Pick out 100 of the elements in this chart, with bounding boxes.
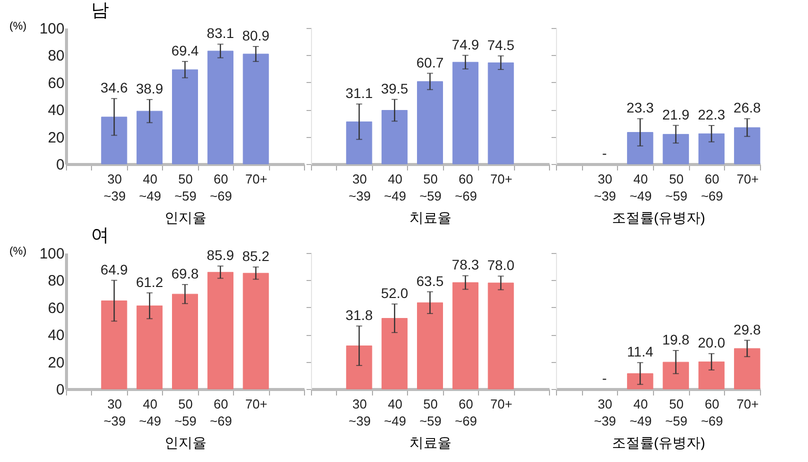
y-tick-label: 60 <box>48 300 64 317</box>
bar <box>101 300 128 390</box>
y-tick-label: 100 <box>39 20 64 38</box>
x-tick-label: 50 ~59 <box>665 396 688 428</box>
bar <box>136 110 163 164</box>
x-tick-label: 70+ <box>490 172 512 186</box>
x-tick-label: 60 ~69 <box>210 172 232 204</box>
bar <box>172 69 198 164</box>
x-tick-label: 30 ~39 <box>594 396 616 428</box>
x-axis-title: 치료율 <box>410 434 452 450</box>
bar <box>207 272 234 390</box>
y-tick-label: 40 <box>48 327 64 344</box>
data-label: 78.3 <box>452 256 480 273</box>
y-tick-label: 20 <box>48 354 64 372</box>
bar <box>734 127 760 164</box>
y-tick-label: 0 <box>56 156 64 174</box>
y-tick-label: 60 <box>48 74 64 92</box>
bar <box>136 306 163 390</box>
x-tick-label: 50 ~59 <box>174 396 197 428</box>
data-label: 63.5 <box>416 272 444 289</box>
data-label: 64.9 <box>100 261 128 278</box>
x-tick-label: 30 ~39 <box>104 396 126 428</box>
x-tick-label: 70+ <box>736 396 759 412</box>
x-tick-label: 30 ~39 <box>348 396 371 428</box>
data-label: 85.9 <box>206 247 234 264</box>
data-label: 26.8 <box>734 100 761 116</box>
bar <box>627 373 654 390</box>
bar <box>172 294 198 390</box>
x-tick-label: 40 ~49 <box>384 172 406 204</box>
x-axis-title: 인지율 <box>164 434 206 450</box>
bar <box>207 50 234 164</box>
data-label: 52.0 <box>380 285 408 301</box>
x-tick-label: 40 ~49 <box>630 172 652 204</box>
bar <box>101 116 128 164</box>
x-tick-label: 60 ~69 <box>454 172 477 204</box>
bar <box>627 132 654 164</box>
data-label: 85.2 <box>242 248 270 264</box>
x-tick-label: 30 ~39 <box>348 172 371 204</box>
data-label: 21.9 <box>662 106 690 122</box>
bar <box>346 121 372 164</box>
data-label: 31.1 <box>346 85 374 102</box>
data-label: 23.3 <box>626 100 654 116</box>
bar <box>698 133 725 164</box>
data-label: 80.9 <box>242 27 270 44</box>
bar <box>242 272 269 390</box>
data-label: 74.5 <box>487 36 515 53</box>
y-tick-label: 40 <box>48 102 64 120</box>
x-tick-label: 70+ <box>736 172 759 186</box>
y-tick-label: 0 <box>56 382 64 398</box>
bar <box>662 362 689 390</box>
chart-title: 남 <box>90 0 109 20</box>
x-tick-label: 70+ <box>490 396 512 412</box>
x-tick-label: 40 ~49 <box>630 396 652 428</box>
chart-title: 여 <box>90 225 109 245</box>
x-tick-label: 70+ <box>245 172 268 186</box>
data-label: 11.4 <box>627 344 654 360</box>
text: - <box>602 145 607 161</box>
y-axis-title: (%) <box>9 20 26 32</box>
data-label: 19.8 <box>662 332 690 348</box>
text: - <box>602 370 607 386</box>
bar <box>662 134 689 164</box>
y-tick-label: 20 <box>48 129 64 146</box>
data-label: 31.8 <box>346 307 374 324</box>
data-label: 78.0 <box>487 257 515 274</box>
bar <box>452 282 478 390</box>
data-label: 83.1 <box>206 25 234 42</box>
data-label: 61.2 <box>136 274 164 290</box>
bar <box>417 302 443 390</box>
data-label: 34.6 <box>100 80 128 96</box>
x-tick-label: 30 ~39 <box>104 172 126 204</box>
bar <box>452 62 478 164</box>
bar <box>382 318 408 390</box>
x-tick-label: 50 ~59 <box>419 396 442 428</box>
y-axis-title: (%) <box>9 246 26 258</box>
x-tick-label: 60 ~69 <box>454 396 477 428</box>
x-axis-title: 조절률(유병자) <box>612 210 706 226</box>
y-tick-label: 100 <box>39 246 64 262</box>
x-tick-label: 50 ~59 <box>419 172 442 204</box>
data-label: 29.8 <box>734 321 761 338</box>
data-label: 60.7 <box>416 54 444 70</box>
x-tick-label: 50 ~59 <box>174 172 197 204</box>
x-tick-label: 60 ~69 <box>700 396 724 428</box>
y-tick-label: 80 <box>48 272 64 290</box>
bar <box>382 110 408 164</box>
data-label: 74.9 <box>452 36 480 52</box>
x-tick-label: 70+ <box>245 396 268 412</box>
x-tick-label: 30 ~39 <box>594 172 616 204</box>
data-label: 39.5 <box>380 80 408 96</box>
bar <box>698 362 725 390</box>
x-tick-label: 50 ~59 <box>665 172 688 204</box>
bar <box>242 54 269 164</box>
x-tick-label: 60 ~69 <box>700 172 724 204</box>
data-label: 22.3 <box>698 106 726 123</box>
x-tick-label: 60 ~69 <box>210 396 232 428</box>
y-tick-label: 80 <box>48 48 64 65</box>
bar <box>488 282 514 390</box>
x-tick-label: 40 ~49 <box>384 396 406 428</box>
bar <box>488 62 514 164</box>
x-tick-label: 40 ~49 <box>139 172 162 204</box>
data-label: 20.0 <box>698 334 726 351</box>
